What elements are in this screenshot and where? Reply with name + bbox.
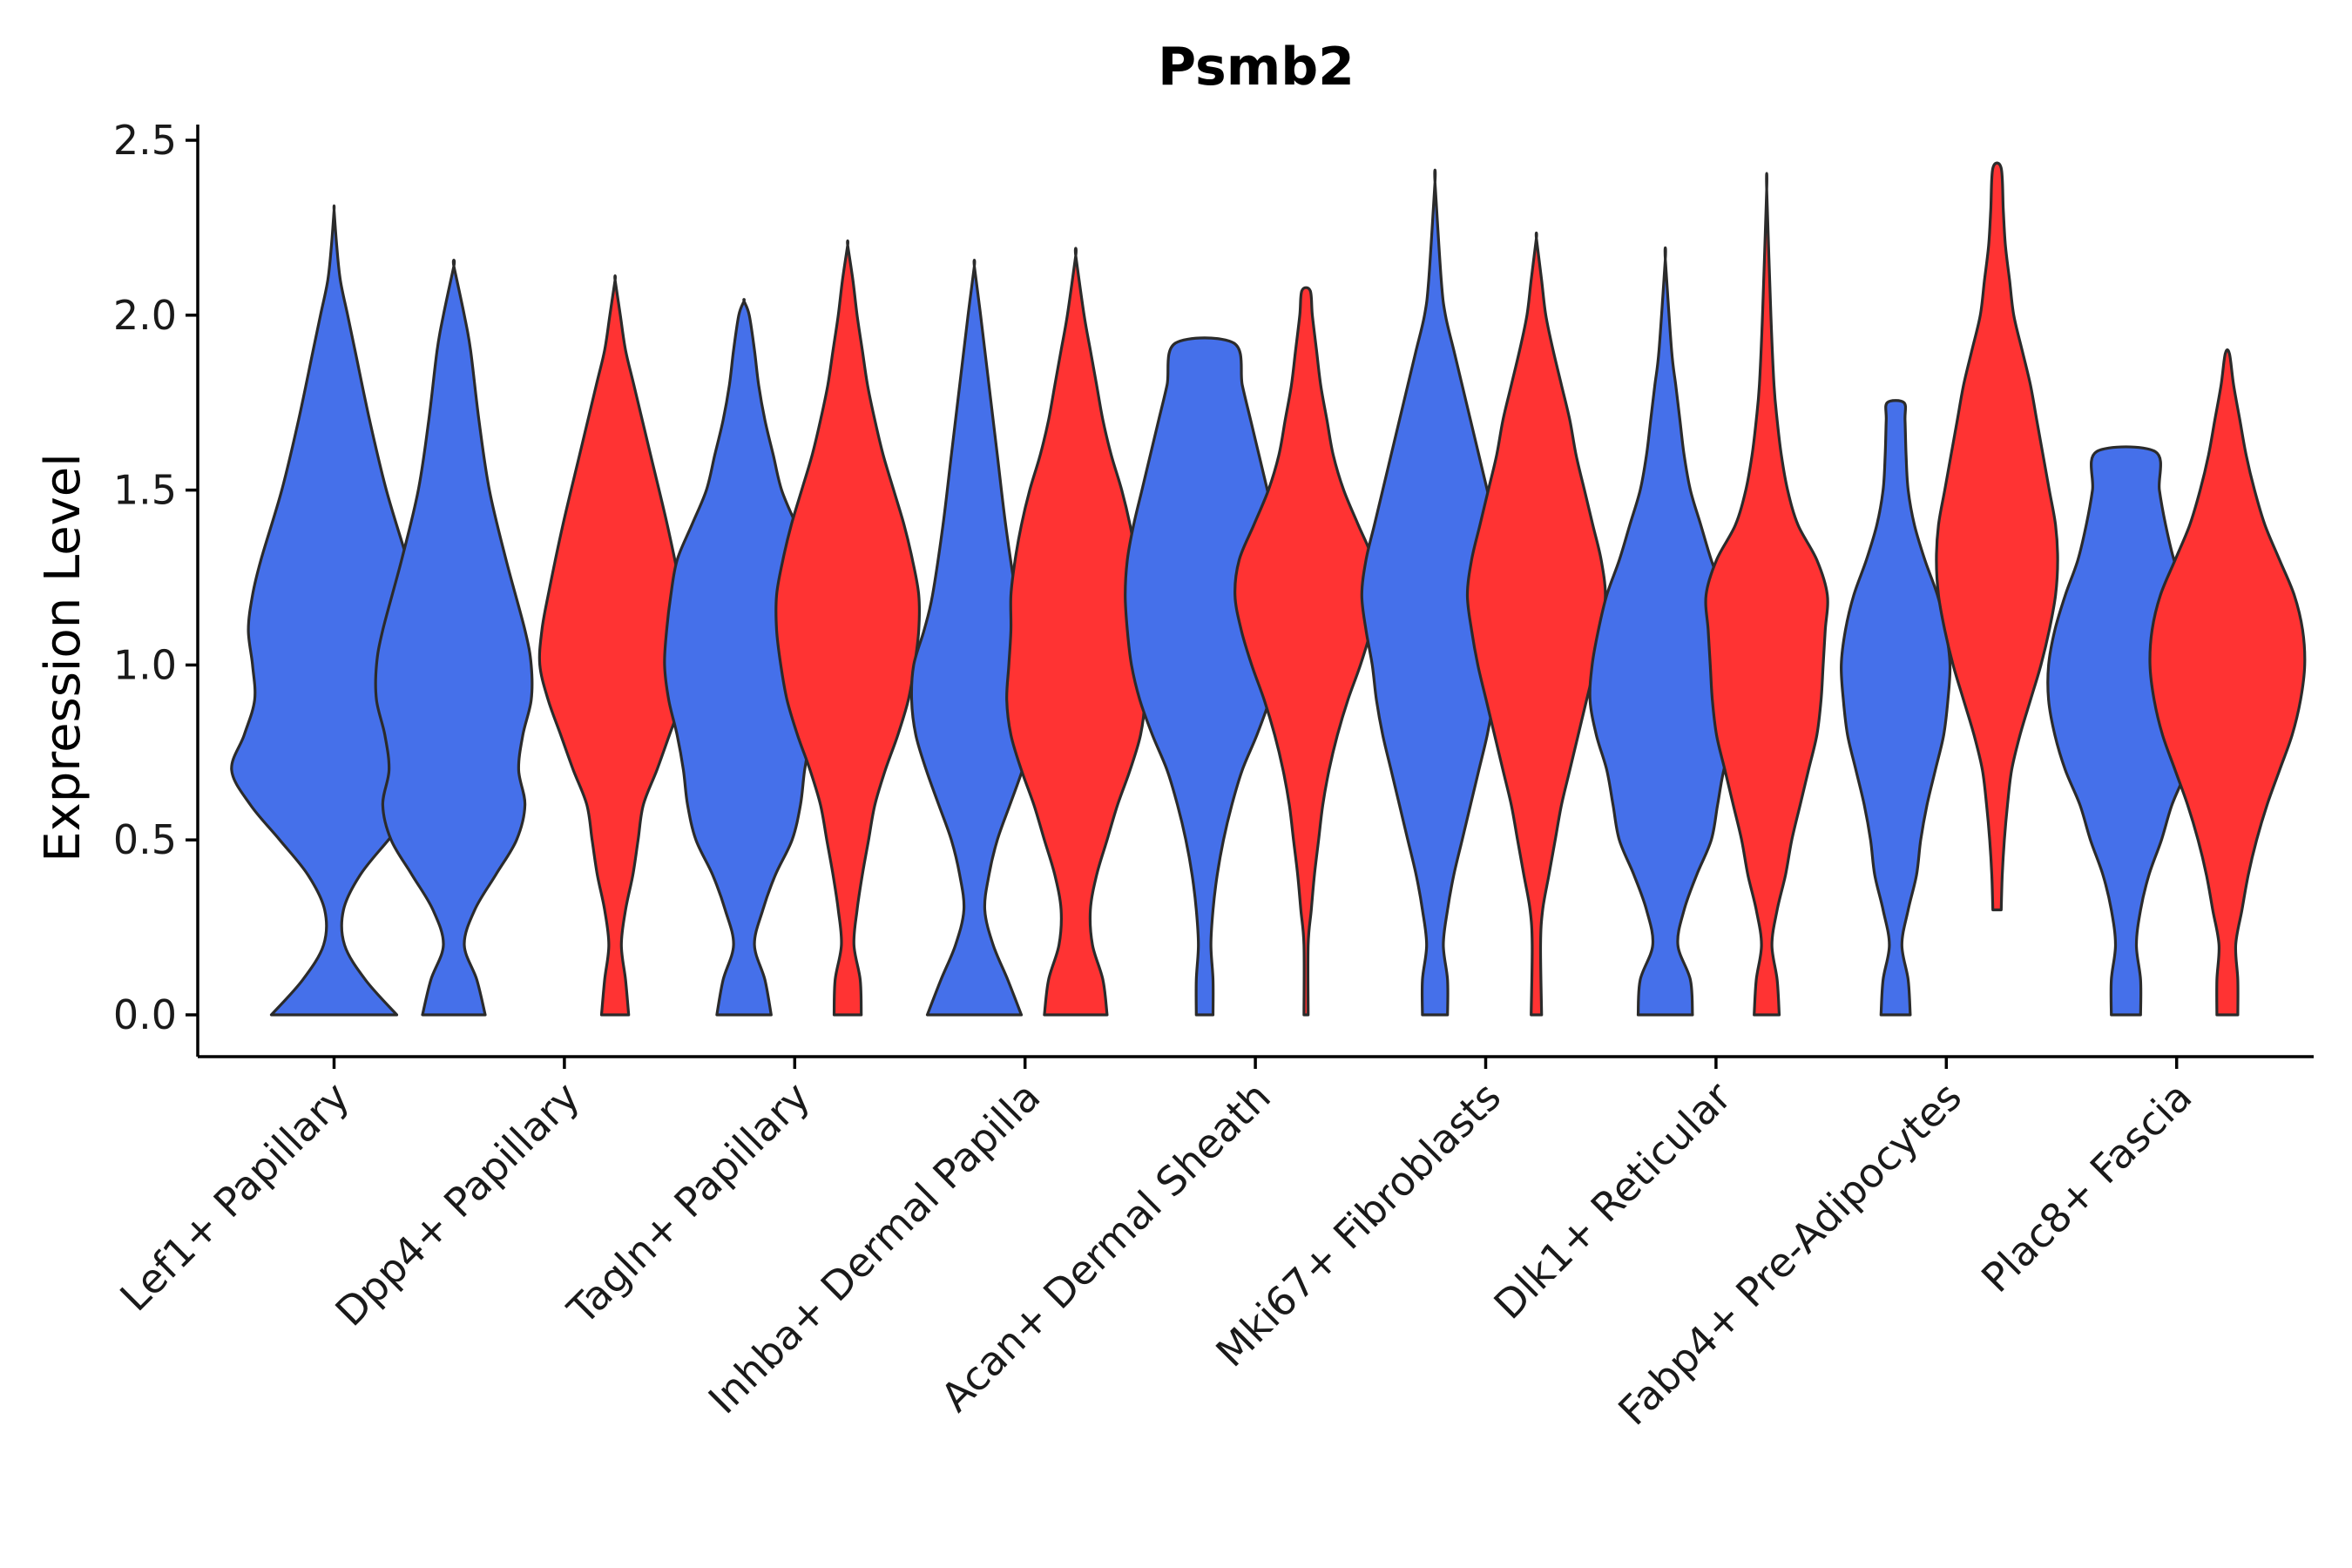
violin-v4a [909, 258, 1039, 1017]
x-tick-label: Tagln+ Papillary [558, 1073, 819, 1335]
violin-v2a [374, 258, 534, 1017]
violin-v9b [2148, 348, 2307, 1017]
y-axis-title: Expression Level [35, 453, 91, 862]
y-tick-label: 1.5 [113, 467, 177, 514]
violins-group [230, 161, 2307, 1017]
violin-v3a [663, 298, 825, 1017]
y-tick-label: 1.0 [113, 641, 177, 688]
x-tick-label: Plac8+ Fascia [1972, 1073, 2200, 1301]
violin-v5b [1233, 286, 1379, 1017]
x-tick-label: Lef1+ Papillary [111, 1073, 358, 1321]
y-tick-label: 0.5 [113, 816, 177, 863]
violin-v4b [1005, 247, 1146, 1017]
x-tick-label: Dlk1+ Reticular [1484, 1073, 1740, 1328]
y-axis-ticks: 0.0 0.5 1.0 1.5 2.0 2.5 [113, 117, 198, 1038]
y-tick-label: 2.0 [113, 292, 177, 339]
violin-v2b [537, 274, 693, 1017]
y-tick-label: 2.5 [113, 117, 177, 164]
y-tick-label: 0.0 [113, 991, 177, 1038]
violin-v6a [1360, 168, 1510, 1017]
violin-v6b [1465, 231, 1607, 1017]
chart-title: Psmb2 [1158, 37, 1355, 98]
violin-v8b [1935, 161, 2059, 912]
x-tick-label: Dpp4+ Papillary [326, 1073, 588, 1335]
violin-v3b [774, 239, 922, 1017]
violin-v8a [1840, 399, 1952, 1017]
violin-v7b [1704, 172, 1829, 1017]
violin-v5a [1124, 336, 1286, 1017]
